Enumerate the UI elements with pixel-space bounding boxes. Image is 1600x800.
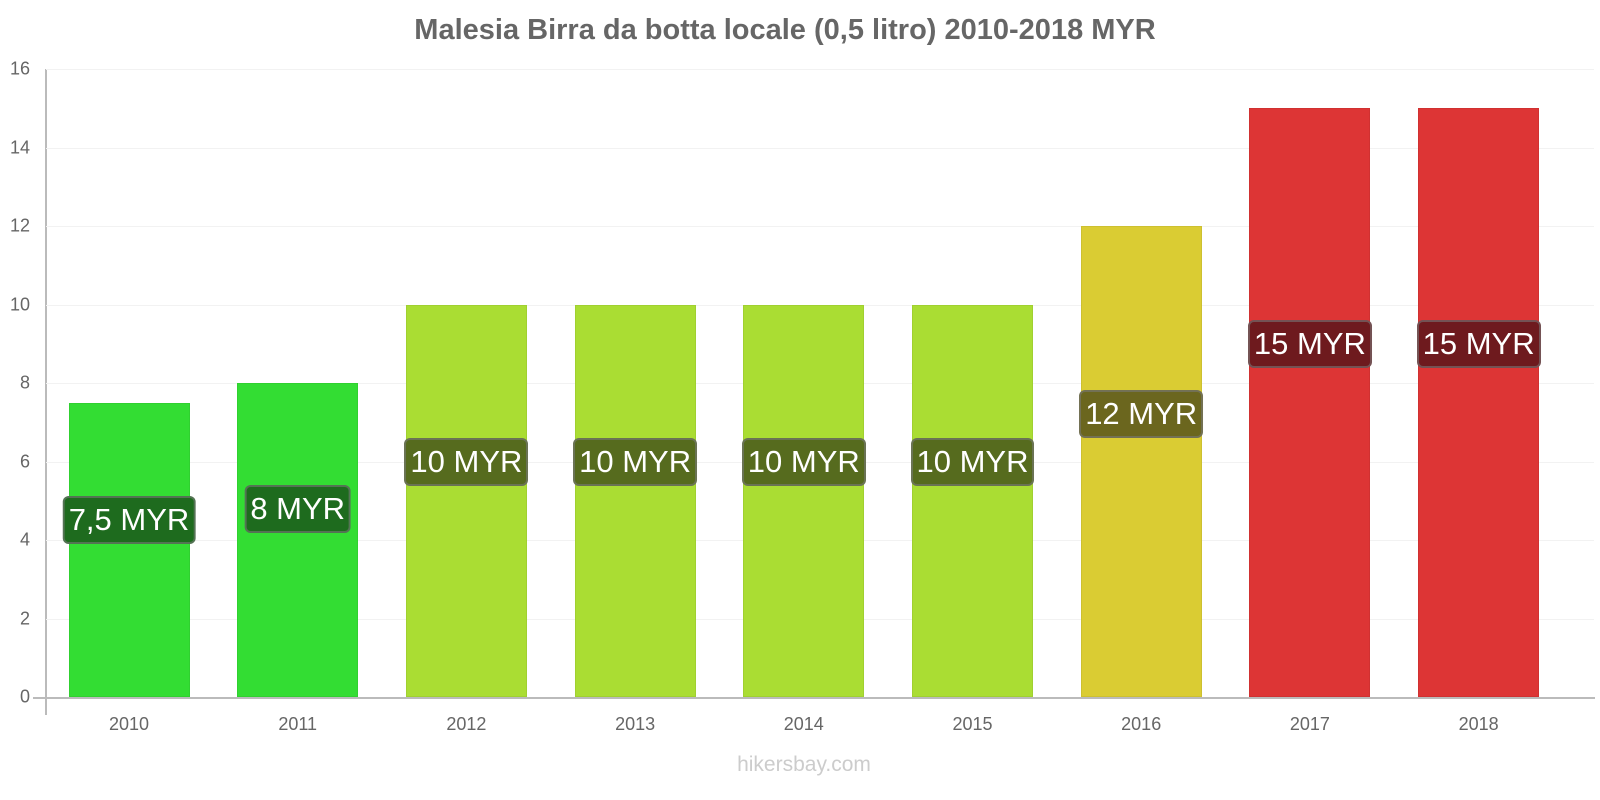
data-label: 10 MYR [573, 437, 698, 486]
chart-title: Malesia Birra da botta locale (0,5 litro… [414, 14, 1156, 46]
data-label: 15 MYR [1247, 319, 1372, 368]
data-label: 10 MYR [404, 437, 529, 486]
y-tick-label: 16 [9, 58, 30, 79]
y-tick-label: 6 [19, 451, 30, 471]
y-tick-label: 10 [9, 294, 30, 314]
bar-2014[interactable] [743, 304, 865, 697]
x-tick-label: 2017 [1289, 714, 1330, 734]
gridline [46, 147, 1594, 149]
x-tick-label: 2018 [1458, 714, 1499, 734]
source-credit: hikersbay.com [737, 753, 871, 776]
data-label: 10 MYR [741, 437, 866, 486]
y-tick-label: 14 [9, 137, 30, 157]
data-label: 15 MYR [1416, 319, 1541, 368]
data-label: 10 MYR [910, 437, 1035, 486]
x-tick-label: 2011 [278, 714, 318, 734]
y-tick-label: 2 [19, 608, 30, 628]
y-axis-line [45, 69, 47, 715]
gridline [46, 226, 1594, 227]
bar-2016[interactable] [1080, 226, 1202, 697]
data-label: 7,5 MYR [62, 496, 196, 545]
bar-2013[interactable] [574, 304, 696, 697]
bar-2017[interactable] [1249, 108, 1371, 697]
bar-2012[interactable] [405, 304, 527, 697]
y-tick-label: 0 [19, 686, 30, 707]
y-tick-label: 8 [19, 372, 30, 393]
gridline [46, 69, 1594, 70]
y-tick-label: 4 [19, 529, 30, 550]
bar-2010[interactable] [68, 402, 190, 697]
x-tick-label: 2015 [952, 714, 993, 734]
data-label: 8 MYR [244, 484, 352, 533]
x-axis-line [33, 697, 1595, 699]
x-tick-label: 2010 [108, 714, 150, 734]
x-tick-label: 2014 [783, 714, 824, 734]
x-tick-label: 2012 [446, 714, 487, 734]
x-tick-label: 2013 [615, 714, 656, 734]
y-tick-label: 12 [9, 215, 30, 236]
bar-2018[interactable] [1418, 108, 1540, 697]
data-label: 12 MYR [1079, 390, 1204, 439]
bar-2011[interactable] [237, 383, 359, 697]
bar-2015[interactable] [912, 304, 1033, 697]
x-tick-label: 2016 [1121, 714, 1162, 734]
